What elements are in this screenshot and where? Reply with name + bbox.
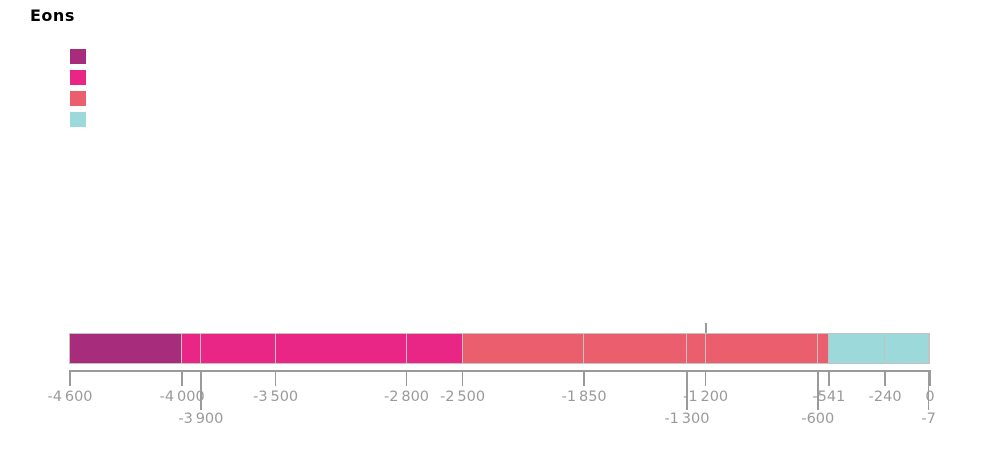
bar-segment bbox=[704, 333, 818, 364]
axis-tick bbox=[828, 370, 830, 386]
proterozoic-color-swatch-icon bbox=[70, 91, 86, 106]
bar-segment bbox=[274, 333, 407, 364]
tick-label: 0 bbox=[925, 389, 935, 405]
axis-tick bbox=[929, 370, 931, 386]
axis-tick bbox=[686, 370, 688, 410]
axis-tick bbox=[181, 370, 183, 386]
tick-label: -541 bbox=[812, 389, 846, 405]
tick-label: -2 800 bbox=[384, 389, 430, 405]
tick-label: -600 bbox=[801, 411, 835, 427]
phanerozoic-color-swatch-icon bbox=[70, 112, 86, 127]
axis-tick bbox=[817, 370, 819, 410]
tick-label: -4 000 bbox=[159, 389, 205, 405]
tick-label: -7 bbox=[921, 411, 936, 427]
tick-label: -1 300 bbox=[664, 411, 710, 427]
axis-tick bbox=[405, 370, 408, 386]
tick-label: -2 500 bbox=[440, 389, 486, 405]
tick-label: -3 900 bbox=[178, 411, 224, 427]
chart-title: Eons bbox=[30, 6, 75, 25]
bar-segment bbox=[181, 333, 201, 364]
tick-label: -240 bbox=[868, 389, 902, 405]
bar-segment bbox=[461, 333, 585, 364]
bar-segment bbox=[405, 333, 463, 364]
axis-tick bbox=[583, 370, 585, 386]
tick-label: -1 850 bbox=[561, 389, 607, 405]
bar-segment bbox=[685, 333, 706, 364]
tick-label: -1 200 bbox=[683, 389, 729, 405]
bar-segment bbox=[827, 333, 886, 364]
bar-segment bbox=[69, 333, 183, 364]
axis-tick bbox=[884, 370, 886, 386]
hadean-color-swatch-icon bbox=[70, 49, 86, 64]
axis-tick bbox=[200, 370, 202, 410]
bar-segment bbox=[884, 333, 929, 364]
tick-label: -4 600 bbox=[47, 389, 93, 405]
bar-segment bbox=[199, 333, 276, 364]
axis-tick bbox=[927, 370, 930, 410]
tick-label: -3 500 bbox=[253, 389, 299, 405]
event-marker-line bbox=[704, 323, 707, 333]
axis-tick bbox=[69, 370, 71, 386]
bar-segment bbox=[583, 333, 687, 364]
bar-segment bbox=[927, 333, 930, 364]
axis-tick bbox=[274, 370, 277, 386]
x-axis-line bbox=[70, 370, 930, 372]
axis-tick bbox=[461, 370, 464, 386]
axis-tick bbox=[704, 370, 707, 386]
legend bbox=[70, 49, 86, 127]
archean-color-swatch-icon bbox=[70, 70, 86, 85]
